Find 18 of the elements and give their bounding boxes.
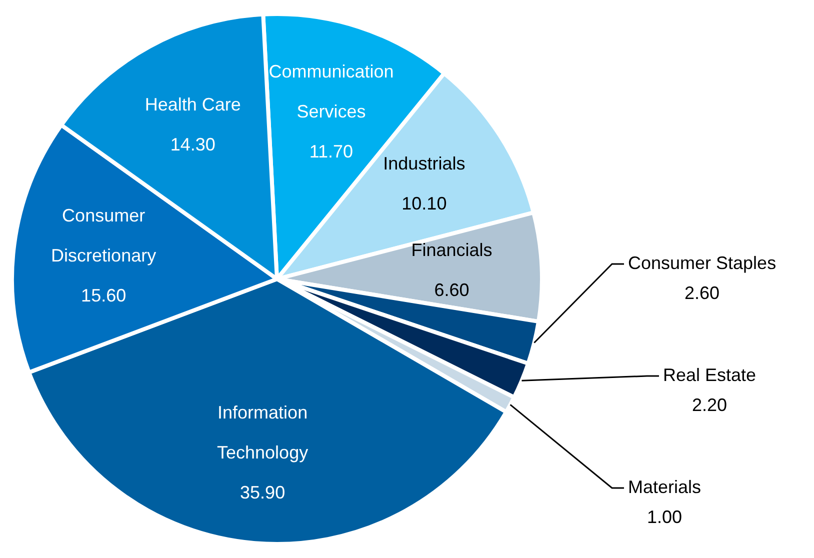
slice-label: Consumer Staples	[628, 252, 776, 273]
data-label: 14.30	[170, 134, 216, 155]
data-label: 35.90	[240, 482, 286, 502]
data-label: 2.20	[692, 394, 728, 415]
slice-label: Health Care	[144, 94, 241, 115]
data-label: 6.60	[434, 280, 470, 300]
slice-label: Real Estate	[663, 364, 756, 385]
slice-label: Information Technology	[217, 402, 308, 462]
data-label: 1.00	[646, 506, 682, 527]
data-label: 10.10	[402, 193, 447, 214]
data-label: 11.70	[309, 142, 354, 162]
slice-label: Financials	[411, 240, 492, 260]
slice-label: Materials	[628, 476, 702, 497]
data-label: 2.60	[684, 282, 720, 303]
data-label: 15.60	[81, 285, 126, 306]
slice-label: Industrials	[383, 153, 466, 174]
slice-label: Communication Services	[268, 62, 394, 122]
slice-label: Consumer Discretionary	[51, 205, 156, 266]
